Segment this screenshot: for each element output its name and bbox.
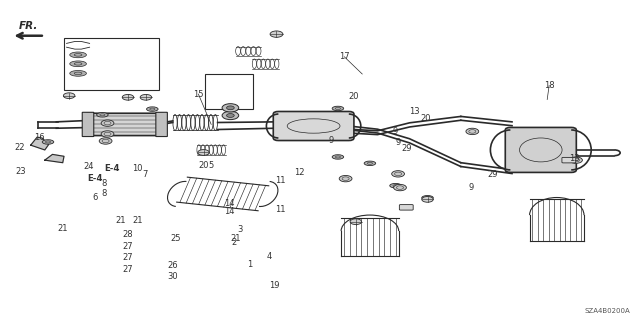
Ellipse shape <box>70 52 86 58</box>
Text: 14: 14 <box>224 207 234 216</box>
Text: FR.: FR. <box>19 21 38 31</box>
FancyBboxPatch shape <box>156 112 168 137</box>
Text: 25: 25 <box>171 234 181 243</box>
Ellipse shape <box>332 155 344 159</box>
Text: 1: 1 <box>247 260 252 269</box>
Ellipse shape <box>364 161 376 166</box>
Text: 11: 11 <box>275 176 285 185</box>
Text: 27: 27 <box>123 253 133 262</box>
Ellipse shape <box>70 61 86 67</box>
Text: 15: 15 <box>193 90 204 99</box>
Bar <box>64 38 159 90</box>
Text: 21: 21 <box>132 216 143 225</box>
Text: SZA4B0200A: SZA4B0200A <box>585 308 630 314</box>
Ellipse shape <box>390 183 401 188</box>
Text: 9: 9 <box>329 136 334 145</box>
Text: 27: 27 <box>123 265 133 274</box>
Text: 5: 5 <box>209 161 214 170</box>
Text: 16: 16 <box>35 133 45 142</box>
Text: 21: 21 <box>58 224 68 233</box>
Text: 21: 21 <box>230 234 241 243</box>
Circle shape <box>122 94 134 100</box>
Text: 6: 6 <box>92 193 97 202</box>
Text: 20: 20 <box>348 92 358 101</box>
Ellipse shape <box>332 106 344 111</box>
Ellipse shape <box>70 70 86 76</box>
Text: 11: 11 <box>275 205 285 214</box>
Text: 24: 24 <box>83 162 93 171</box>
FancyBboxPatch shape <box>273 112 354 140</box>
Polygon shape <box>45 154 64 163</box>
FancyBboxPatch shape <box>562 157 576 163</box>
Circle shape <box>339 175 352 182</box>
FancyBboxPatch shape <box>399 204 413 210</box>
Text: 20: 20 <box>198 161 209 170</box>
Text: 19: 19 <box>269 281 279 290</box>
Text: 12: 12 <box>294 168 305 177</box>
Text: 30: 30 <box>168 272 178 281</box>
Text: E-4: E-4 <box>104 164 120 173</box>
Circle shape <box>198 150 209 155</box>
Ellipse shape <box>422 196 433 200</box>
Text: 9: 9 <box>396 138 401 147</box>
Text: 13: 13 <box>410 107 420 115</box>
Circle shape <box>227 106 234 110</box>
Text: 27: 27 <box>123 242 133 251</box>
Text: 26: 26 <box>168 261 178 270</box>
Text: 29: 29 <box>401 144 412 153</box>
Circle shape <box>350 219 362 225</box>
Text: 4: 4 <box>266 252 271 261</box>
Text: 18: 18 <box>544 81 554 90</box>
Circle shape <box>99 138 112 144</box>
Text: 17: 17 <box>339 52 349 61</box>
Text: E-4: E-4 <box>87 174 102 182</box>
Text: 2: 2 <box>231 238 236 247</box>
Circle shape <box>570 157 582 163</box>
Circle shape <box>394 184 406 191</box>
Text: 29: 29 <box>488 170 498 179</box>
Ellipse shape <box>42 140 54 144</box>
Circle shape <box>101 131 114 137</box>
Text: 8: 8 <box>102 189 107 198</box>
Circle shape <box>222 104 239 112</box>
Ellipse shape <box>97 113 108 117</box>
FancyBboxPatch shape <box>86 113 164 136</box>
Circle shape <box>466 128 479 135</box>
Text: 14: 14 <box>224 199 234 208</box>
Text: 28: 28 <box>123 230 133 239</box>
Text: 23: 23 <box>15 167 26 176</box>
Text: 9: 9 <box>393 127 398 136</box>
Text: 8: 8 <box>102 179 107 188</box>
Circle shape <box>140 94 152 100</box>
Circle shape <box>270 31 283 37</box>
Text: 7: 7 <box>142 170 147 179</box>
Ellipse shape <box>147 107 158 111</box>
Circle shape <box>227 114 234 117</box>
Circle shape <box>222 111 239 120</box>
Text: 9: 9 <box>468 183 474 192</box>
Polygon shape <box>31 137 49 150</box>
Text: 21: 21 <box>115 216 125 225</box>
Text: 3: 3 <box>237 225 243 234</box>
Circle shape <box>422 197 433 202</box>
FancyBboxPatch shape <box>83 112 94 137</box>
Circle shape <box>392 171 404 177</box>
Text: 13: 13 <box>570 154 580 163</box>
Text: 10: 10 <box>132 164 143 173</box>
Text: 20: 20 <box>420 114 431 123</box>
Text: 22: 22 <box>14 143 24 152</box>
Circle shape <box>101 120 114 126</box>
Circle shape <box>63 93 75 99</box>
Bar <box>205 74 253 109</box>
FancyBboxPatch shape <box>506 127 576 172</box>
